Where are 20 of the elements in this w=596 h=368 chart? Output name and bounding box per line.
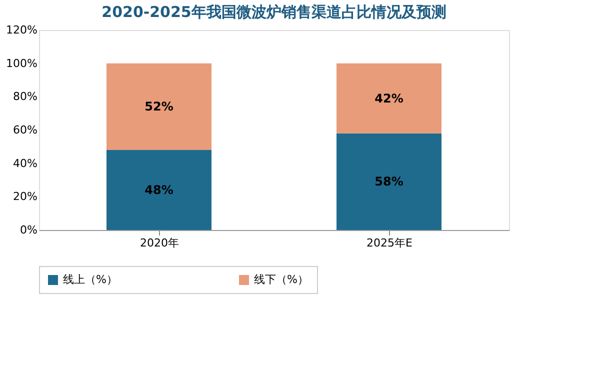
- data-label: 42%: [374, 91, 404, 106]
- y-tick-label: 60%: [13, 124, 38, 136]
- legend-label: 线下（%）: [254, 273, 308, 286]
- data-label: 48%: [144, 183, 174, 197]
- y-tick-label: 80%: [13, 90, 38, 104]
- data-label: 52%: [144, 100, 174, 114]
- y-tick-label: 40%: [13, 156, 38, 170]
- legend-label: 线上（%）: [63, 273, 118, 286]
- x-tick-label: 2020年: [140, 236, 179, 250]
- chart-title: 2020-2025年我国微波炉销售渠道占比情况及预测: [102, 3, 446, 21]
- bar: [106, 150, 212, 230]
- y-tick-label: 0%: [20, 224, 38, 236]
- bar: [336, 63, 442, 134]
- bar: [106, 63, 212, 150]
- y-tick-label: 120%: [6, 24, 38, 36]
- y-tick-label: 100%: [6, 56, 38, 70]
- bar: [336, 133, 442, 230]
- y-tick-label: 20%: [13, 190, 38, 204]
- data-label: 58%: [374, 174, 404, 189]
- x-tick-label: 2025年E: [366, 236, 413, 250]
